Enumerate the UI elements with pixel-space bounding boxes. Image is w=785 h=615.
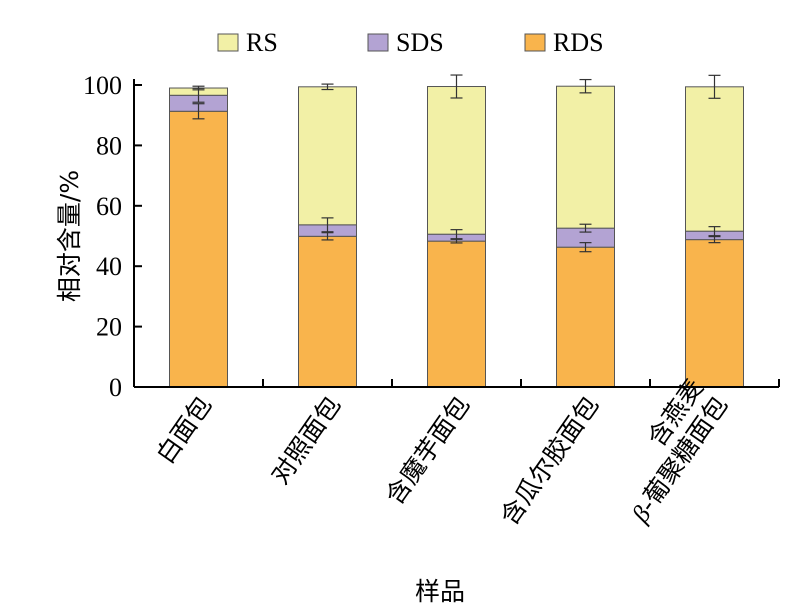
legend-label-rs: RS — [246, 28, 278, 57]
bar-rds — [169, 110, 228, 388]
category-labels: 白面包 对照面包 含魔芋面包 含瓜尔胶面包 含燕麦β-葡聚糖面包 — [151, 374, 734, 531]
legend-swatch-sds — [367, 33, 389, 52]
y-tick-label: 60 — [96, 192, 122, 221]
y-tick-label: 40 — [96, 252, 122, 281]
bar-rs — [427, 86, 486, 235]
y-axis-title: 相对含量/% — [55, 170, 84, 302]
bars — [169, 74, 744, 388]
bar-rs — [298, 86, 357, 226]
category-label: 对照面包 — [265, 391, 346, 490]
bar-rds — [556, 246, 615, 388]
legend-swatch-rs — [217, 33, 239, 52]
bar-rs — [556, 85, 615, 229]
legend-label-rds: RDS — [553, 28, 604, 57]
y-tick-label: 20 — [96, 313, 122, 342]
legend-label-sds: SDS — [396, 28, 444, 57]
bar-rds — [685, 239, 744, 388]
y-tick-label: 80 — [96, 131, 122, 160]
category-label: 白面包 — [151, 391, 218, 469]
category-label-line: 白面包 — [151, 391, 218, 469]
y-tick-label: 100 — [83, 71, 122, 100]
category-label: 含瓜尔胶面包 — [495, 391, 605, 531]
category-label: 含燕麦β-葡聚糖面包 — [600, 374, 733, 529]
category-label: 含魔芋面包 — [380, 391, 475, 510]
bar-rds — [298, 235, 357, 388]
category-label-line: 对照面包 — [265, 391, 346, 490]
legend-swatch-rds — [524, 33, 546, 52]
legend: RS SDS RDS — [217, 28, 604, 57]
axes: 0 20 40 60 80 100 — [83, 71, 780, 402]
category-label-line: 含魔芋面包 — [380, 391, 475, 510]
category-label-line: 含瓜尔胶面包 — [495, 391, 605, 531]
bar-rds — [427, 240, 486, 388]
y-tick-label: 0 — [109, 373, 122, 402]
x-axis-title: 样品 — [415, 577, 465, 606]
bar-rs — [685, 86, 744, 232]
